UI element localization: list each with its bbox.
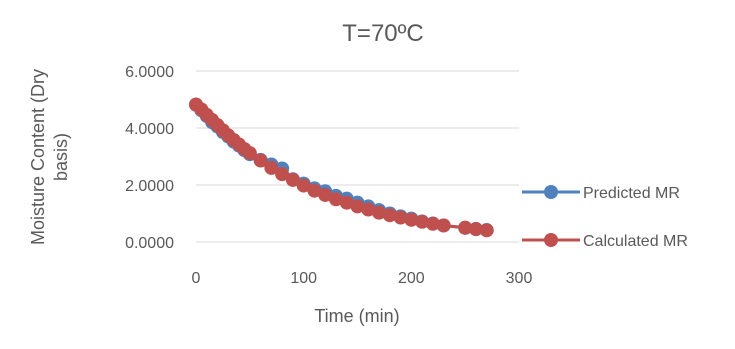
- series-calculated: [189, 97, 494, 238]
- data-point: [458, 220, 473, 235]
- data-point: [361, 202, 376, 217]
- data-point: [372, 205, 387, 220]
- y-tick-label: 2.0000: [125, 178, 174, 195]
- legend-marker: [544, 185, 558, 199]
- data-point: [350, 199, 365, 214]
- chart-title: T=70ºC: [342, 20, 423, 47]
- gridlines: [196, 70, 519, 243]
- x-tick-label: 0: [192, 270, 201, 287]
- data-point: [328, 192, 343, 207]
- data-point: [415, 214, 430, 229]
- data-point: [285, 172, 300, 187]
- x-tick-label: 100: [290, 270, 317, 287]
- x-tick-label: 200: [398, 270, 425, 287]
- y-tick-label: 6.0000: [125, 64, 174, 81]
- legend: Predicted MR Calculated MR: [522, 185, 688, 250]
- data-point: [393, 210, 408, 225]
- data-point: [242, 146, 257, 161]
- plot-area: [189, 97, 494, 238]
- data-point: [436, 218, 451, 233]
- data-point: [479, 223, 494, 238]
- x-axis-title: Time (min): [314, 306, 399, 326]
- data-point: [307, 183, 322, 198]
- data-point: [296, 178, 311, 193]
- data-point: [404, 212, 419, 227]
- data-point: [264, 160, 279, 175]
- data-point: [253, 153, 268, 168]
- data-point: [425, 216, 440, 231]
- legend-marker: [544, 233, 558, 247]
- data-point: [382, 208, 397, 223]
- y-tick-label: 4.0000: [125, 121, 174, 138]
- legend-label: Predicted MR: [583, 185, 680, 202]
- data-point: [468, 222, 483, 237]
- y-axis-title: Moisture Content (Dry basis): [28, 69, 71, 245]
- data-point: [318, 187, 333, 202]
- data-point: [339, 195, 354, 210]
- legend-item: Predicted MR: [522, 185, 680, 202]
- legend-item: Calculated MR: [522, 233, 688, 250]
- legend-label: Calculated MR: [583, 233, 688, 250]
- y-axis-title-line2: basis): [51, 133, 71, 181]
- data-point: [275, 167, 290, 182]
- x-tick-label: 300: [506, 270, 533, 287]
- tick-labels: 0.0000 2.0000 4.0000 6.0000 0 100 200 300: [125, 64, 532, 287]
- y-tick-label: 0.0000: [125, 235, 174, 252]
- y-axis-title-line1: Moisture Content (Dry: [28, 69, 48, 245]
